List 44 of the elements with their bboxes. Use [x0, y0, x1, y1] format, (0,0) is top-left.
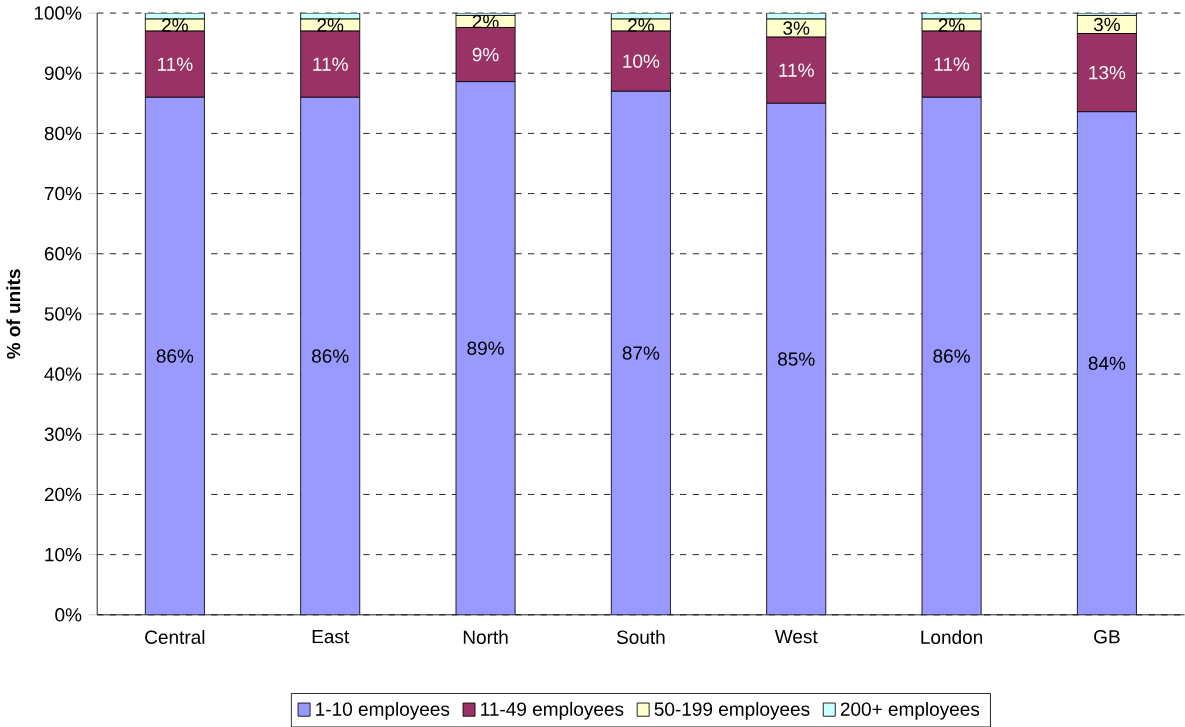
- data-label: 86%: [156, 349, 194, 363]
- y-tick-label: 40%: [44, 367, 82, 381]
- data-label: 89%: [467, 341, 504, 355]
- data-label: 10%: [623, 54, 660, 68]
- data-label: 9%: [472, 47, 499, 62]
- y-tick-label: 0%: [55, 607, 82, 622]
- y-tick-label: 50%: [44, 307, 82, 321]
- legend-label: 50-199 employees: [654, 701, 810, 720]
- x-tick-label: Central: [145, 629, 205, 644]
- legend-label: 200+ employees: [840, 701, 980, 720]
- data-label: 2%: [628, 18, 654, 32]
- y-tick-label: 90%: [44, 66, 82, 80]
- data-label: 3%: [783, 21, 810, 35]
- data-label: 11%: [158, 57, 193, 71]
- legend-label: 11-49 employees: [481, 701, 624, 720]
- data-label: 86%: [312, 349, 349, 363]
- x-tick-label: East: [312, 629, 350, 644]
- y-tick-label: 60%: [44, 246, 82, 261]
- data-label: 2%: [938, 18, 965, 32]
- y-tick-label: 20%: [44, 487, 82, 501]
- data-label: 11%: [934, 57, 970, 71]
- x-tick-label: London: [921, 629, 983, 644]
- data-label: 2%: [162, 18, 188, 32]
- data-label: 87%: [622, 346, 660, 360]
- data-label: 84%: [1088, 356, 1126, 370]
- x-tick-label: North: [463, 629, 508, 644]
- y-tick-label: 100%: [34, 6, 82, 20]
- x-tick-label: South: [616, 629, 665, 644]
- y-tick-label: 80%: [44, 126, 82, 140]
- data-label: 2%: [317, 18, 344, 32]
- legend-label: 1-10 employees: [316, 701, 450, 720]
- data-label: 85%: [778, 352, 815, 366]
- data-label: 3%: [1093, 17, 1120, 32]
- x-tick-label: West: [774, 629, 818, 644]
- y-tick-label: 70%: [44, 186, 82, 201]
- y-axis-title: % of units: [6, 269, 21, 359]
- data-label: 11%: [313, 57, 348, 71]
- y-tick-label: 30%: [44, 427, 82, 441]
- x-tick-label: GB: [1094, 629, 1120, 644]
- y-tick-label: 10%: [45, 547, 82, 562]
- data-label: 2%: [472, 14, 499, 28]
- data-label: 11%: [779, 63, 814, 77]
- data-label: 86%: [933, 349, 970, 363]
- data-label: 13%: [1089, 65, 1126, 80]
